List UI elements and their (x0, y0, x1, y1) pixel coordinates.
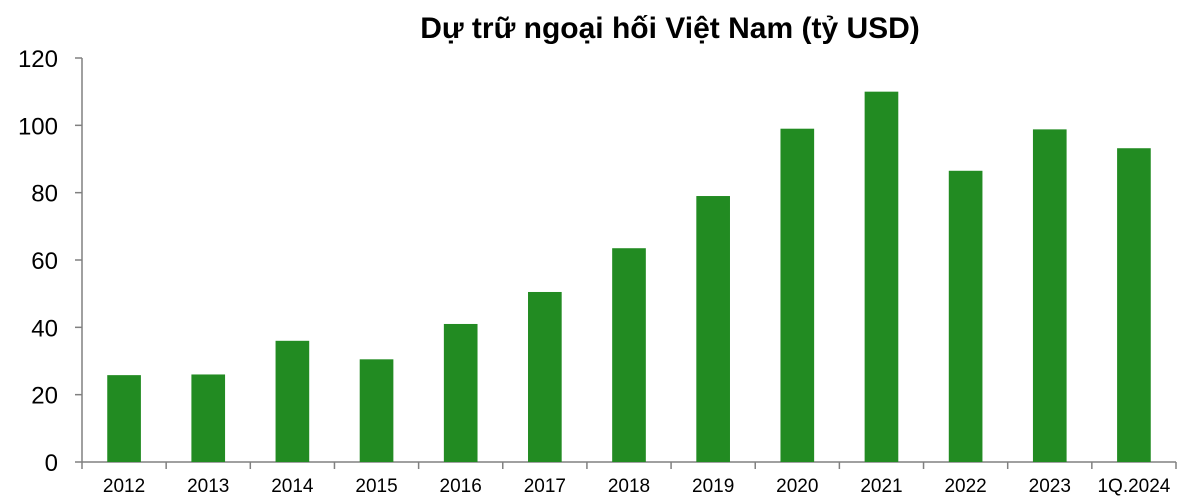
x-tick-label: 2019 (692, 476, 734, 496)
y-tick-label: 40 (31, 315, 58, 342)
x-tick-label: 2012 (103, 476, 145, 496)
bar-1Q.2024 (1117, 148, 1151, 462)
x-tick-label: 2017 (524, 476, 566, 496)
bar-2017 (528, 291, 562, 462)
bar-2022 (948, 170, 983, 463)
x-tick-label: 2013 (187, 476, 229, 496)
bar-2014 (275, 340, 310, 462)
x-tick-label: 2016 (440, 476, 482, 496)
bar-2018 (612, 248, 646, 462)
x-tick-label: 2022 (944, 476, 986, 496)
bar-2012 (107, 375, 141, 462)
x-tick-label: 2015 (355, 476, 397, 496)
bar-2020 (780, 128, 815, 462)
bar-2021 (864, 91, 899, 463)
y-tick-label: 80 (31, 181, 58, 208)
bar-2023 (1032, 129, 1067, 462)
chart-title: Dự trữ ngoại hối Việt Nam (tỷ USD) (420, 12, 920, 45)
bar-2015 (359, 359, 394, 462)
y-tick-label: 100 (18, 113, 58, 140)
x-tick-label: 2023 (1029, 476, 1071, 496)
x-tick-label: 2021 (860, 476, 902, 496)
x-tick-label: 2020 (776, 476, 818, 496)
x-tick-label: 2014 (271, 476, 314, 496)
y-tick-label: 120 (18, 46, 58, 73)
y-tick-label: 20 (31, 383, 58, 410)
x-tick-label: 1Q.2024 (1097, 476, 1170, 496)
y-tick-label: 60 (31, 248, 58, 275)
bar-2013 (191, 374, 226, 462)
y-tick-label: 0 (45, 450, 58, 477)
x-tick-label: 2018 (608, 476, 650, 496)
bar-2016 (443, 323, 478, 462)
bar-2019 (696, 196, 730, 463)
